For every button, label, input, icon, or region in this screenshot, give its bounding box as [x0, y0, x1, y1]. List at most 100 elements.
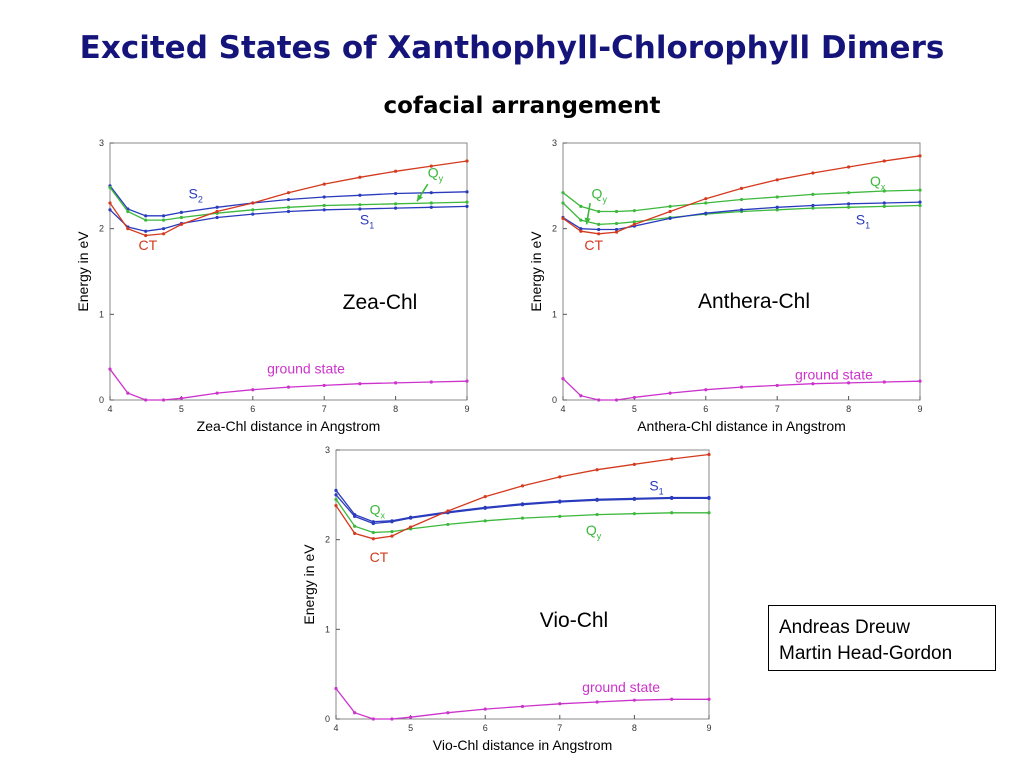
data-point — [251, 212, 255, 216]
state-label-subscript: y — [597, 531, 602, 541]
data-point — [520, 516, 525, 520]
state-label-subscript: 1 — [369, 220, 374, 230]
data-point — [358, 203, 362, 207]
data-point — [394, 381, 398, 385]
data-point — [358, 207, 362, 211]
data-point — [558, 500, 562, 504]
state-label: Qy — [586, 522, 602, 541]
data-point — [811, 206, 815, 210]
x-tick-label: 4 — [333, 723, 338, 733]
data-point — [579, 218, 583, 222]
data-point — [775, 383, 779, 388]
data-point — [579, 227, 583, 231]
data-point — [775, 195, 779, 199]
data-point — [597, 398, 601, 402]
data-point — [394, 191, 398, 196]
data-point — [670, 697, 674, 701]
data-point — [811, 382, 815, 386]
data-point — [579, 229, 583, 233]
data-point — [561, 201, 565, 205]
data-point — [632, 462, 636, 466]
state-label: ground state — [795, 366, 873, 382]
data-point — [358, 382, 362, 386]
author-name: Andreas Dreuw — [779, 617, 910, 638]
data-point — [409, 525, 413, 529]
data-point — [558, 475, 562, 479]
data-point — [595, 512, 599, 517]
state-label: Qy — [428, 164, 444, 183]
state-label: CT — [139, 237, 158, 253]
data-point — [918, 203, 922, 208]
data-point — [597, 232, 601, 236]
state-label: S2 — [189, 186, 203, 205]
y-tick-label: 2 — [99, 224, 104, 234]
data-point — [775, 208, 779, 212]
data-point — [670, 496, 674, 501]
x-tick-label: 6 — [250, 404, 255, 414]
data-point — [108, 367, 112, 371]
data-point — [918, 379, 922, 383]
y-tick-label: 1 — [99, 309, 104, 319]
data-point — [918, 154, 922, 158]
data-point — [371, 537, 375, 541]
data-point — [371, 530, 375, 535]
data-point — [558, 514, 562, 518]
data-point — [668, 391, 672, 395]
data-point — [286, 205, 291, 209]
x-tick-label: 5 — [179, 404, 184, 414]
data-point — [597, 209, 601, 214]
data-point — [394, 169, 398, 173]
data-point — [520, 484, 525, 488]
x-axis-label: Zea-Chl distance in Angstrom — [197, 418, 381, 434]
data-point — [847, 381, 851, 385]
data-point — [322, 208, 326, 212]
data-point — [446, 522, 450, 527]
data-point — [215, 391, 219, 395]
y-axis-label: Energy in eV — [528, 231, 544, 312]
data-point — [704, 197, 708, 201]
plot-frame — [562, 142, 921, 401]
data-point — [322, 195, 326, 199]
data-point — [632, 512, 636, 516]
x-tick-label: 7 — [775, 404, 780, 414]
data-point — [394, 202, 398, 206]
data-point — [918, 200, 922, 204]
data-point — [668, 204, 672, 208]
data-point — [707, 496, 711, 501]
annotation-arrowhead — [584, 217, 591, 225]
panel-label: Zea-Chl — [343, 291, 418, 314]
data-point — [161, 232, 166, 236]
slide-subtitle: cofacial arrangement — [383, 93, 661, 119]
data-point — [668, 216, 672, 220]
data-point — [390, 717, 394, 721]
data-point — [353, 531, 357, 535]
data-point — [446, 711, 450, 715]
data-point — [739, 186, 744, 191]
data-point — [847, 202, 851, 206]
data-point — [108, 208, 112, 212]
x-tick-label: 5 — [632, 404, 637, 414]
data-point — [670, 457, 674, 461]
data-point — [334, 503, 338, 508]
data-point — [215, 215, 219, 220]
y-tick-label: 0 — [99, 395, 104, 405]
data-point — [520, 704, 525, 709]
data-point — [179, 396, 183, 400]
data-point — [579, 394, 583, 398]
data-point — [286, 197, 291, 202]
data-point — [126, 209, 130, 214]
x-tick-label: 5 — [408, 723, 413, 733]
state-label-subscript: x — [380, 511, 385, 521]
state-label-subscript: 1 — [659, 486, 664, 496]
panel-label: Anthera-Chl — [698, 290, 810, 313]
x-axis-label: Anthera-Chl distance in Angstrom — [637, 418, 846, 434]
data-point — [390, 520, 394, 524]
data-point — [286, 385, 291, 389]
state-label-subscript: x — [881, 182, 886, 192]
data-point — [483, 707, 487, 711]
y-tick-label: 0 — [325, 714, 330, 724]
state-label: S1 — [856, 211, 870, 230]
data-point — [483, 495, 487, 499]
data-point — [704, 388, 708, 392]
data-point — [251, 208, 255, 212]
